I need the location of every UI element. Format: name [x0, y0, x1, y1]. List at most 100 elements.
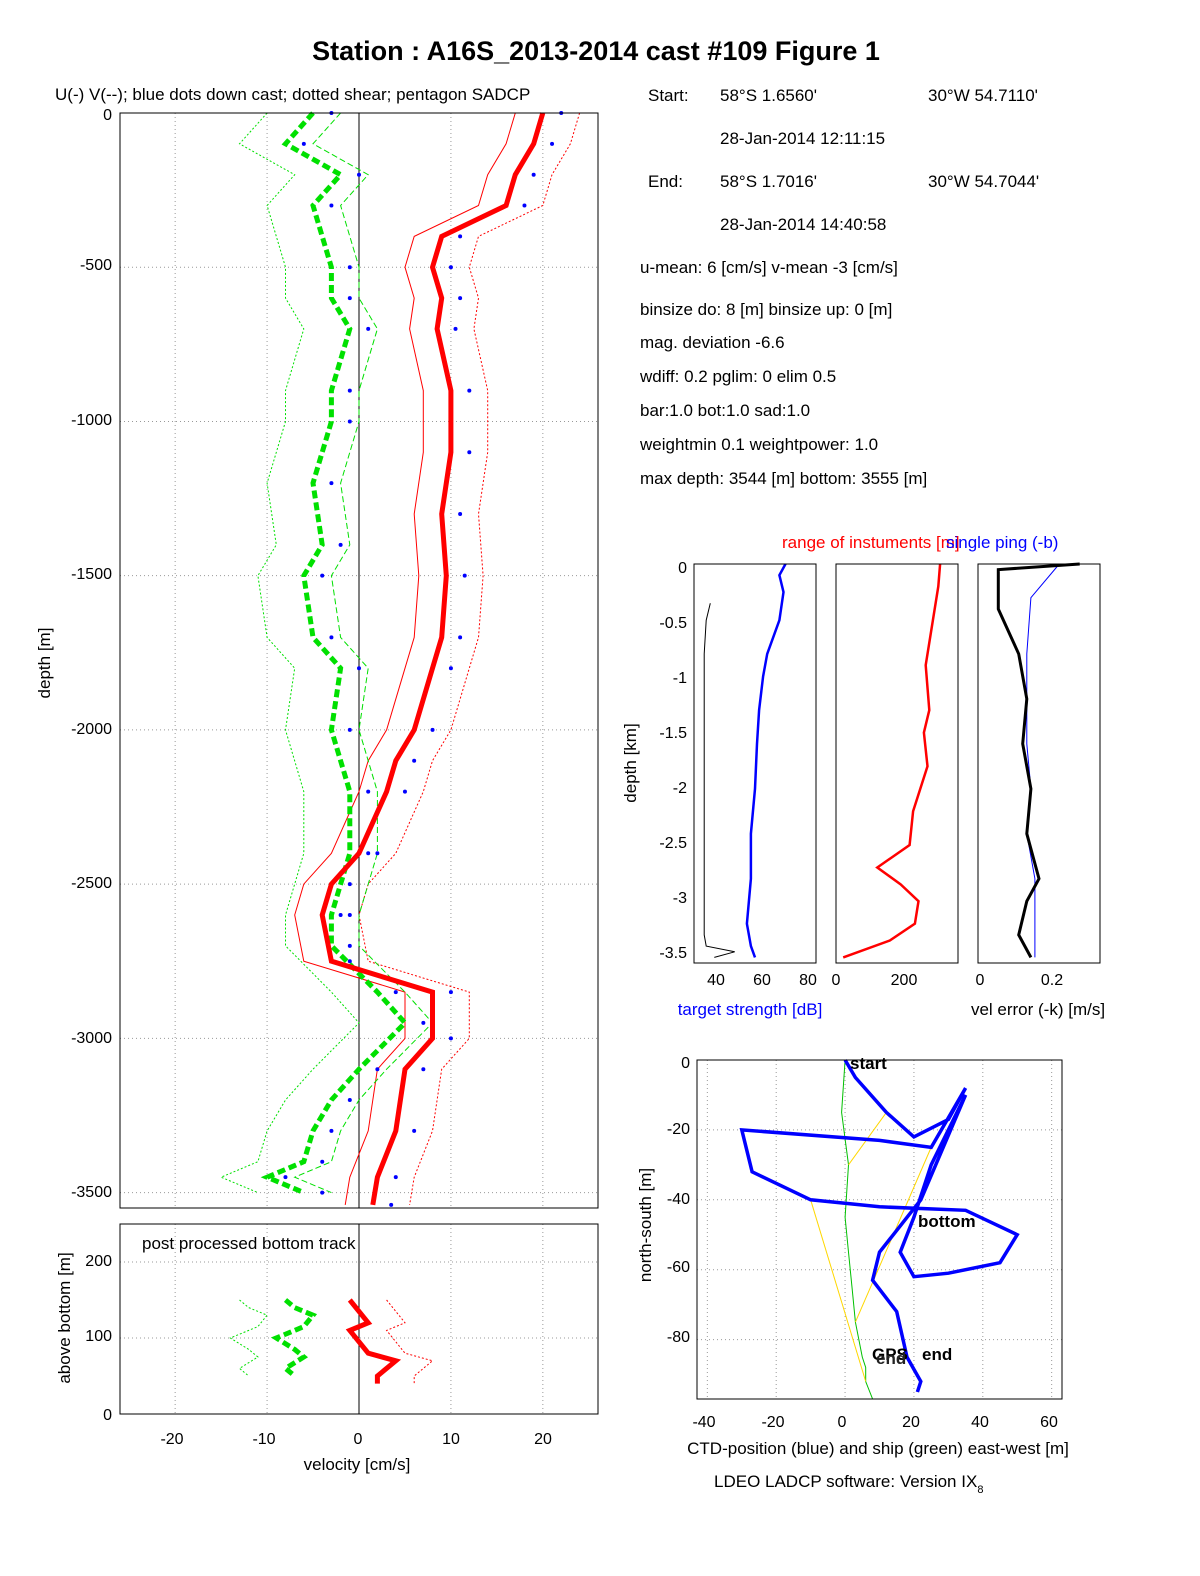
u-downcast-dot [522, 203, 527, 208]
main-series [219, 111, 581, 1207]
bottom-ytick: 200 [85, 1253, 112, 1270]
bottom-grid [120, 1224, 598, 1414]
track-label-end-overlap: end [876, 1349, 906, 1368]
v-downcast-dot [283, 1175, 288, 1180]
v-downcast-dot [329, 203, 334, 208]
track-xtick: -40 [692, 1414, 715, 1431]
ts-xtick: 80 [799, 972, 817, 989]
track-series [739, 1059, 1020, 1400]
vel-error-line [996, 562, 1080, 959]
u-downcast-dot [430, 727, 435, 732]
instrument-line [703, 603, 735, 958]
info-end-time: 28-Jan-2014 14:40:58 [720, 215, 886, 234]
ctd-ship-link-line [810, 1199, 867, 1382]
info-weightmin: weightmin 0.1 weightpower: 1.0 [639, 435, 878, 454]
u-downcast-dot [550, 141, 555, 146]
u-downcast-dot [458, 511, 463, 516]
u-downcast-dot [448, 666, 453, 671]
small-ytick: -3.5 [659, 945, 687, 962]
small-series [703, 562, 1080, 959]
u-downcast-dot [458, 635, 463, 640]
track-ytick: -80 [667, 1329, 690, 1346]
u-downcast-dot [412, 1128, 417, 1133]
small-ytick: -2.5 [659, 835, 687, 852]
v-downcast-dot [366, 789, 371, 794]
main-ytick: -500 [80, 257, 112, 274]
info-maxdepth: max depth: 3544 [m] bottom: 3555 [m] [640, 469, 927, 488]
u-downcast-dot [467, 450, 472, 455]
small-ytick: -3 [673, 890, 687, 907]
info-block: Start: 58°S 1.6560' 30°W 54.7110' 28-Jan… [639, 86, 1039, 488]
ship-track-line [841, 1059, 874, 1400]
v-downcast-dot [320, 573, 325, 578]
v-downcast-dot [347, 943, 352, 948]
range-panel-frame [835, 563, 959, 964]
v-downcast-dot [347, 296, 352, 301]
main-panel-frame [119, 112, 599, 1209]
main-panel-ylabel: depth [m] [35, 628, 54, 699]
track-ytick: -40 [667, 1191, 690, 1208]
v-thin-trace [293, 112, 434, 1194]
bottom-panel-annotation: post processed bottom track [142, 1234, 356, 1253]
u-downcast-dot [462, 573, 467, 578]
u-downcast-dot [458, 234, 463, 239]
small-ytick: 0 [678, 560, 687, 577]
figure-title: Station : A16S_2013-2014 cast #109 Figur… [312, 36, 880, 66]
track-xtick: 0 [838, 1414, 847, 1431]
track-label-start: start [850, 1054, 887, 1073]
bottom-panel-frame [119, 1223, 599, 1415]
range-line [842, 563, 942, 959]
main-ytick: -2000 [71, 721, 112, 738]
bottom-xtick: -20 [160, 1431, 183, 1448]
v-downcast-dot [366, 851, 371, 856]
small-panels-ylabel: depth [km] [621, 723, 640, 802]
main-ytick: -1000 [71, 412, 112, 429]
u-downcast-dot [448, 1036, 453, 1041]
v-downcast-dot [347, 419, 352, 424]
v-downcast-dot [357, 172, 361, 177]
track-panel-frame [696, 1059, 1063, 1400]
ts-xlabel: target strength [dB] [678, 1000, 823, 1019]
err-xlabel: vel error (-k) [m/s] [971, 1000, 1105, 1019]
bottom-xtick: 0 [354, 1431, 363, 1448]
main-panel-subtitle: U(-) V(--); blue dots down cast; dotted … [55, 85, 530, 104]
bottom-v-line [270, 1298, 318, 1378]
track-ytick: -60 [667, 1259, 690, 1276]
u-downcast-dot [389, 1202, 394, 1207]
u-downcast-dot [467, 388, 472, 393]
v-downcast-dot [347, 388, 352, 393]
v-downcast-dot [357, 666, 361, 671]
bottom-v-shear-trace [229, 1299, 268, 1377]
bottom-ytick: 0 [103, 1407, 112, 1424]
info-start-lat: 58°S 1.6560' [720, 86, 817, 105]
v-downcast-dot [366, 326, 371, 331]
ts-xtick: 40 [707, 972, 725, 989]
track-panel: north-south [m] 0 -20 -40 -60 -80 -40 -2… [636, 1054, 1069, 1458]
v-downcast-dot [320, 1159, 325, 1164]
v-downcast-dot [329, 635, 334, 640]
u-downcast-dot [402, 789, 407, 794]
u-profile-line [319, 112, 546, 1206]
info-start-lon: 30°W 54.7110' [928, 86, 1038, 105]
v-downcast-dot [338, 542, 343, 547]
main-ytick: -3000 [71, 1030, 112, 1047]
u-downcast-dot [421, 1067, 426, 1072]
u-downcast-dot [347, 882, 352, 887]
bottom-xtick: -10 [252, 1431, 275, 1448]
single-ping-line [1026, 563, 1060, 958]
bottom-xtick: 20 [534, 1431, 552, 1448]
target-strength-line [745, 563, 787, 958]
main-ytick: -2500 [71, 875, 112, 892]
footer: LDEO LADCP software: Version IX8 [714, 1472, 983, 1496]
bottom-u-shear-trace [385, 1299, 434, 1384]
bottom-ytick: 100 [85, 1328, 112, 1345]
footer-version-sub: 8 [977, 1484, 983, 1496]
u-downcast-dot [347, 959, 352, 964]
u-downcast-dot [453, 326, 458, 331]
info-start-label: Start: [648, 86, 689, 105]
main-yticks: 0 -500 -1000 -1500 -2000 -2500 -3000 -35… [71, 107, 112, 1201]
v-profile-line [260, 111, 409, 1195]
small-ytick: -2 [673, 780, 687, 797]
small-ytick: -1.5 [659, 725, 687, 742]
